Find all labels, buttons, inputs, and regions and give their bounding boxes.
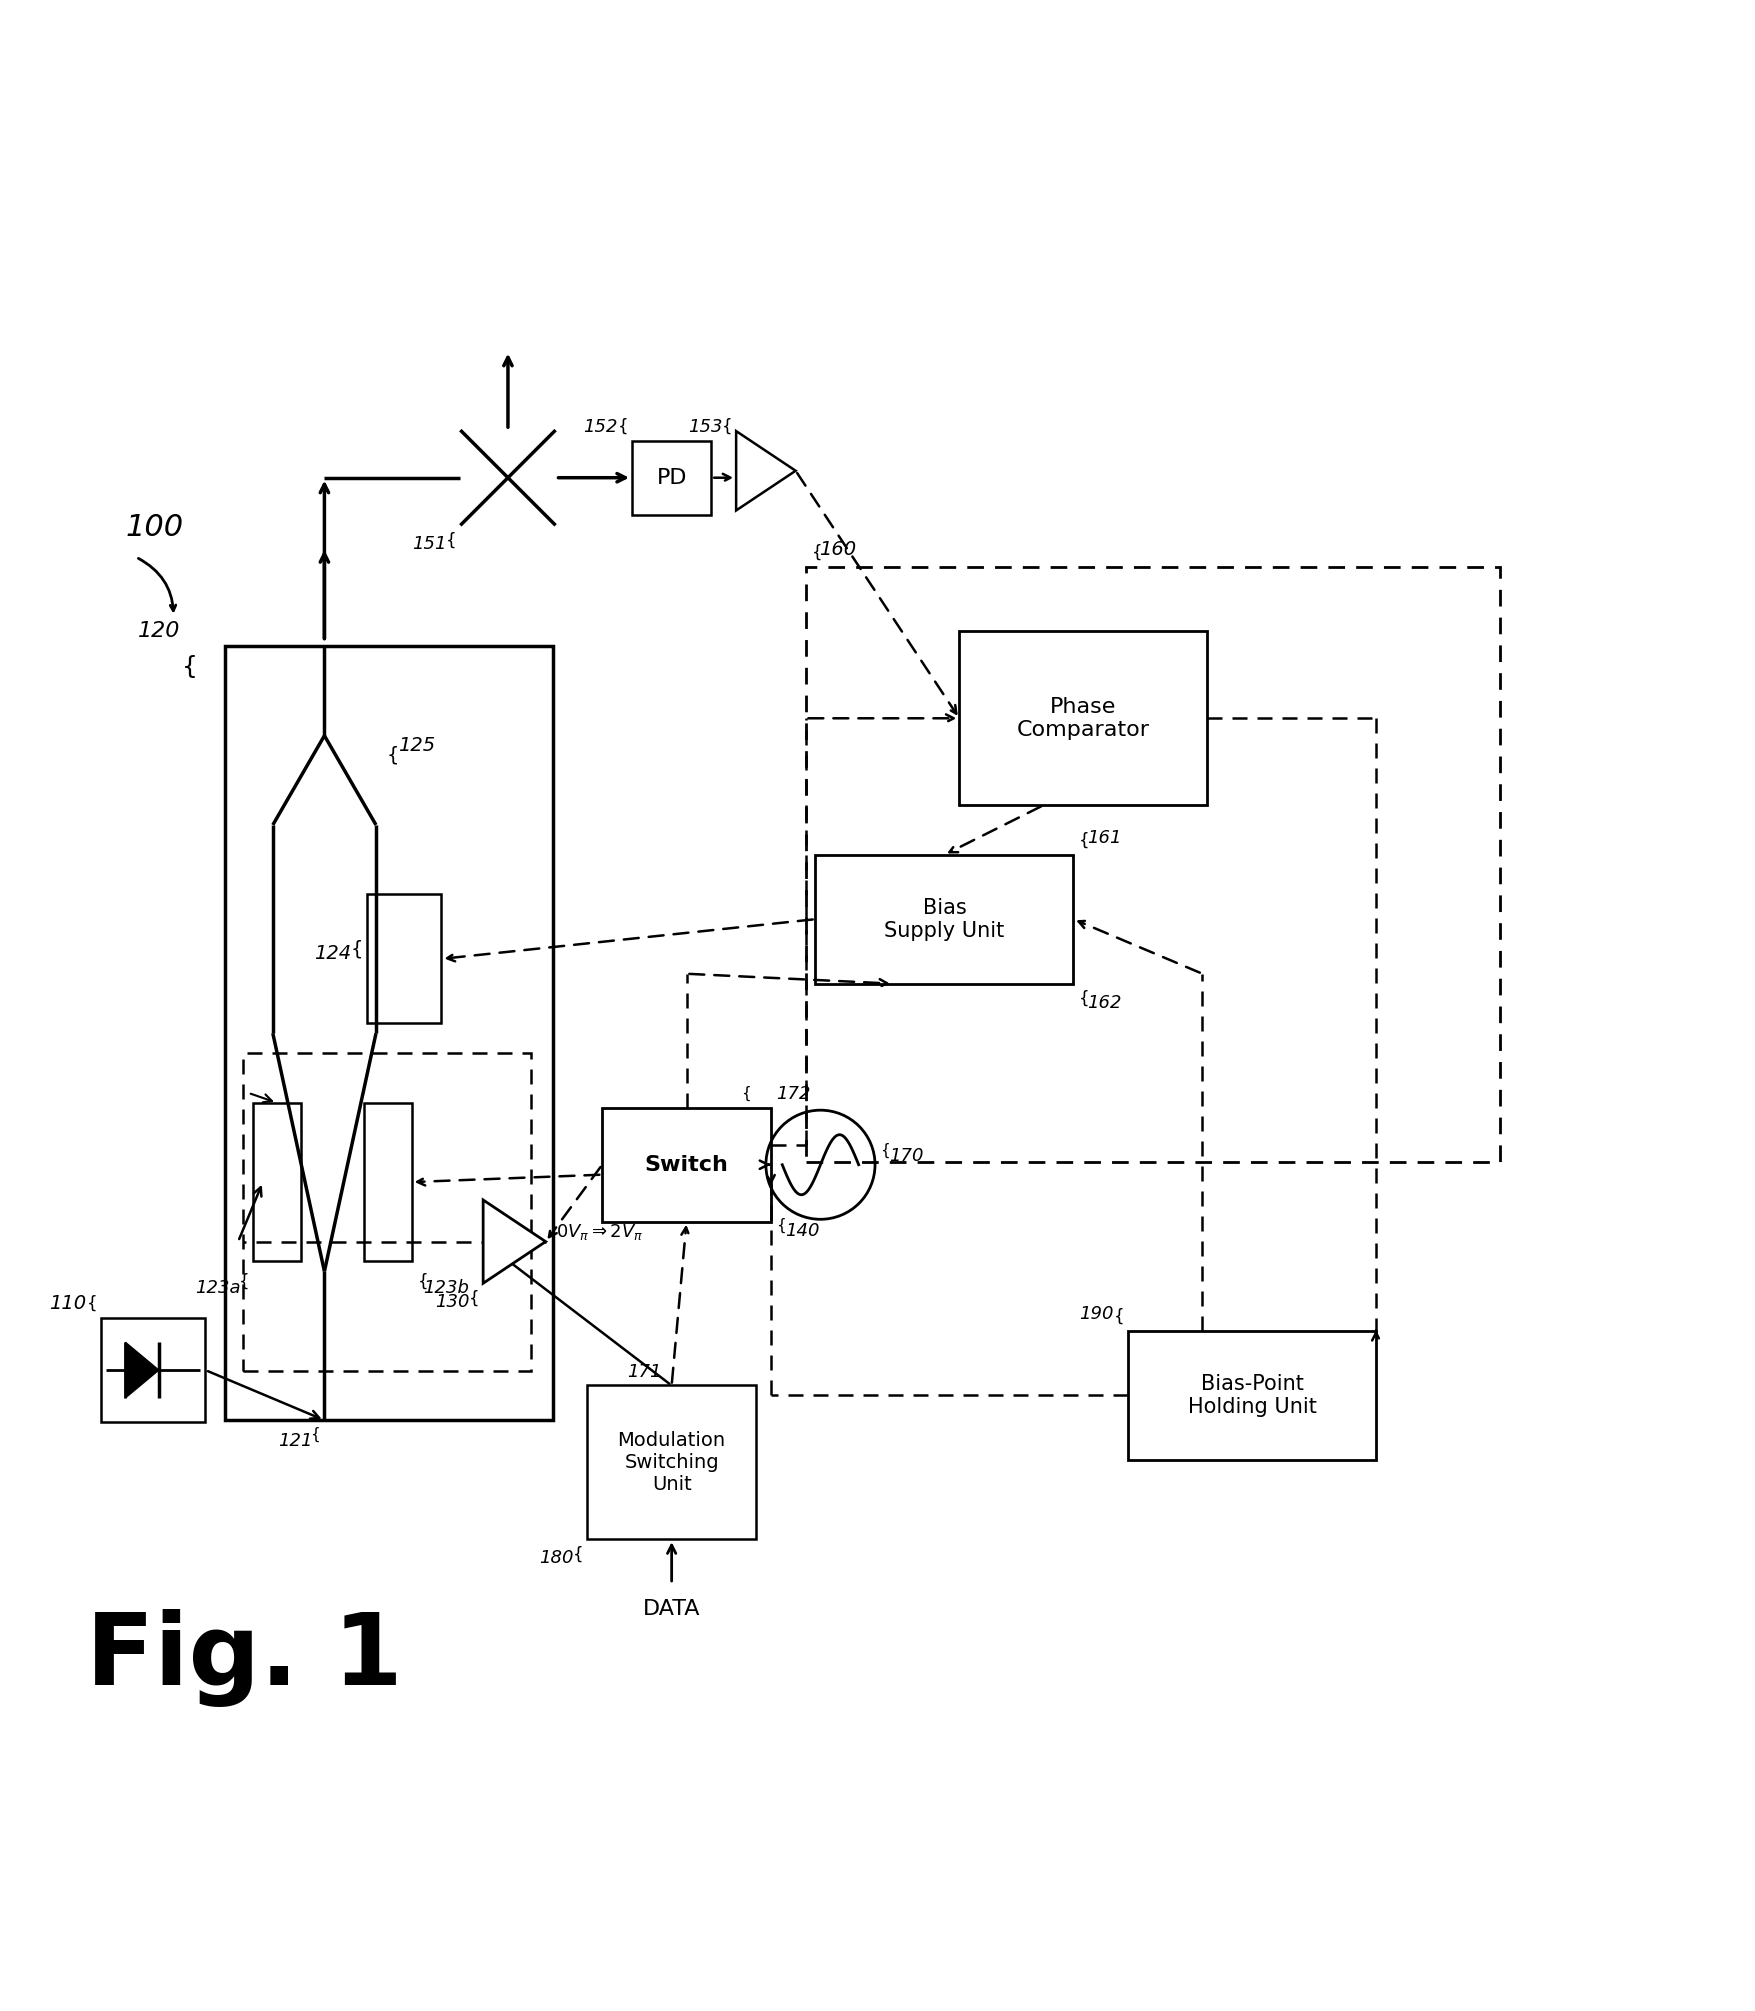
Text: 190: 190 (1079, 1305, 1113, 1323)
Text: $\mathsf{\{}$: $\mathsf{\{}$ (776, 1217, 784, 1235)
Text: $\mathsf{\{}$: $\mathsf{\{}$ (86, 1293, 97, 1313)
Text: $\mathsf{\{}$: $\mathsf{\{}$ (181, 654, 195, 680)
Bar (253, 1102, 300, 1261)
Polygon shape (125, 1341, 158, 1398)
Bar (225, 646, 553, 1420)
Text: 120: 120 (139, 621, 181, 642)
Text: 130: 130 (435, 1293, 469, 1311)
Bar (1127, 1331, 1376, 1460)
Text: 140: 140 (784, 1223, 820, 1239)
Text: 172: 172 (776, 1084, 809, 1102)
Text: $\mathsf{\{}$: $\mathsf{\{}$ (349, 937, 362, 959)
Bar (363, 1102, 411, 1261)
Text: 124: 124 (314, 945, 351, 963)
Text: 161: 161 (1086, 829, 1121, 847)
Polygon shape (735, 430, 795, 511)
Text: 121: 121 (277, 1432, 312, 1450)
Text: $\mathsf{\{}$: $\mathsf{\{}$ (1078, 989, 1088, 1008)
Bar (958, 631, 1207, 804)
Text: 160: 160 (820, 541, 856, 559)
Text: 170: 170 (888, 1146, 923, 1164)
Bar (586, 1386, 756, 1538)
Text: 125: 125 (398, 736, 435, 754)
Text: $\mathsf{\{}$: $\mathsf{\{}$ (386, 744, 398, 766)
Text: 100: 100 (126, 513, 184, 541)
Bar (806, 567, 1499, 1162)
Polygon shape (483, 1201, 546, 1283)
Bar (367, 895, 441, 1024)
Text: 123a: 123a (195, 1279, 240, 1297)
Text: $\mathsf{\{}$: $\mathsf{\{}$ (467, 1289, 477, 1307)
Text: 123b: 123b (423, 1279, 469, 1297)
Bar (814, 855, 1072, 983)
Text: 152: 152 (583, 418, 618, 436)
Text: PD: PD (656, 469, 686, 489)
Bar (242, 1054, 530, 1372)
Text: Bias
Supply Unit: Bias Supply Unit (885, 897, 1004, 941)
Text: Modulation
Switching
Unit: Modulation Switching Unit (618, 1432, 725, 1494)
Text: 151: 151 (412, 535, 446, 553)
Text: $\mathsf{\{}$: $\mathsf{\{}$ (720, 416, 730, 436)
Text: 171: 171 (627, 1363, 662, 1380)
Text: 162: 162 (1086, 993, 1121, 1012)
Bar (102, 1317, 205, 1422)
Text: Phase
Comparator: Phase Comparator (1016, 696, 1150, 740)
Text: $\mathsf{\{}$: $\mathsf{\{}$ (811, 543, 821, 561)
Text: 180: 180 (539, 1548, 574, 1567)
Bar (632, 440, 711, 515)
Text: $\mathsf{\{}$: $\mathsf{\{}$ (741, 1084, 751, 1102)
Text: $\mathsf{\{}$: $\mathsf{\{}$ (616, 416, 627, 436)
Text: $\mathsf{\{}$: $\mathsf{\{}$ (416, 1271, 426, 1291)
Text: $\mathsf{\{}$: $\mathsf{\{}$ (309, 1426, 319, 1444)
Text: $\mathsf{\{}$: $\mathsf{\{}$ (1113, 1307, 1123, 1325)
Bar (602, 1108, 770, 1223)
Text: 110: 110 (49, 1293, 86, 1313)
Text: Fig. 1: Fig. 1 (86, 1609, 404, 1707)
Text: $\mathsf{\{}$: $\mathsf{\{}$ (572, 1544, 583, 1565)
Text: 153: 153 (688, 418, 721, 436)
Text: Bias-Point
Holding Unit: Bias-Point Holding Unit (1186, 1374, 1316, 1418)
Text: $\mathsf{\{}$: $\mathsf{\{}$ (237, 1271, 247, 1291)
Text: $0V_\pi\Rightarrow2V_\pi$: $0V_\pi\Rightarrow2V_\pi$ (555, 1223, 642, 1241)
Text: $\mathsf{\{}$: $\mathsf{\{}$ (444, 531, 455, 549)
Text: $\mathsf{\{}$: $\mathsf{\{}$ (879, 1142, 890, 1160)
Text: DATA: DATA (642, 1599, 700, 1619)
Text: $\mathsf{\{}$: $\mathsf{\{}$ (1078, 831, 1088, 851)
Text: Switch: Switch (644, 1154, 728, 1174)
